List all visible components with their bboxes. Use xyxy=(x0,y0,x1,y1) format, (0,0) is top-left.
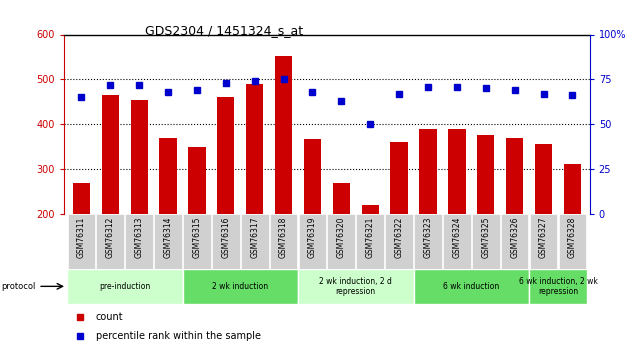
Text: GSM76312: GSM76312 xyxy=(106,217,115,258)
Bar xyxy=(131,99,148,214)
Bar xyxy=(217,97,235,214)
Bar xyxy=(529,214,558,269)
Text: 2 wk induction: 2 wk induction xyxy=(212,282,269,291)
Bar xyxy=(275,56,292,214)
Bar xyxy=(102,95,119,214)
Text: GSM76316: GSM76316 xyxy=(221,217,230,258)
Text: GSM76325: GSM76325 xyxy=(481,217,490,258)
Bar xyxy=(246,84,263,214)
Bar xyxy=(472,214,499,269)
Bar xyxy=(563,164,581,214)
Bar xyxy=(298,269,413,304)
Bar xyxy=(506,138,523,214)
Bar xyxy=(333,183,350,214)
Text: GSM76326: GSM76326 xyxy=(510,217,519,258)
Bar xyxy=(477,136,494,214)
Text: GSM76313: GSM76313 xyxy=(135,217,144,258)
Text: GSM76317: GSM76317 xyxy=(250,217,259,258)
Bar xyxy=(414,214,442,269)
Bar xyxy=(299,214,326,269)
Text: pre-induction: pre-induction xyxy=(99,282,151,291)
Text: GSM76323: GSM76323 xyxy=(424,217,433,258)
Bar xyxy=(558,214,587,269)
Text: 6 wk induction, 2 wk
repression: 6 wk induction, 2 wk repression xyxy=(519,277,597,296)
Bar xyxy=(443,214,470,269)
Text: count: count xyxy=(96,313,123,322)
Bar xyxy=(160,138,177,214)
Bar xyxy=(270,214,297,269)
Bar xyxy=(390,142,408,214)
Bar xyxy=(529,269,587,304)
Text: GSM76328: GSM76328 xyxy=(568,217,577,258)
Text: GSM76318: GSM76318 xyxy=(279,217,288,258)
Bar xyxy=(67,214,96,269)
Text: GSM76315: GSM76315 xyxy=(192,217,201,258)
Bar xyxy=(385,214,413,269)
Text: GSM76322: GSM76322 xyxy=(395,217,404,258)
Text: GSM76314: GSM76314 xyxy=(163,217,172,258)
Bar xyxy=(448,129,465,214)
Bar xyxy=(356,214,384,269)
Bar xyxy=(154,214,182,269)
Text: 6 wk induction: 6 wk induction xyxy=(443,282,499,291)
Bar xyxy=(413,269,529,304)
Bar xyxy=(535,144,552,214)
Text: GSM76327: GSM76327 xyxy=(539,217,548,258)
Text: GSM76311: GSM76311 xyxy=(77,217,86,258)
Text: GSM76324: GSM76324 xyxy=(453,217,462,258)
Bar xyxy=(126,214,153,269)
Text: GSM76319: GSM76319 xyxy=(308,217,317,258)
Bar xyxy=(96,214,124,269)
Bar xyxy=(212,214,240,269)
Bar xyxy=(188,147,206,214)
Bar xyxy=(304,139,321,214)
Bar xyxy=(328,214,355,269)
Bar xyxy=(419,129,437,214)
Bar xyxy=(183,269,298,304)
Bar xyxy=(501,214,528,269)
Bar xyxy=(241,214,269,269)
Bar xyxy=(362,205,379,214)
Bar xyxy=(67,269,183,304)
Bar xyxy=(183,214,211,269)
Text: protocol: protocol xyxy=(1,282,35,291)
Text: GSM76320: GSM76320 xyxy=(337,217,346,258)
Text: GSM76321: GSM76321 xyxy=(366,217,375,258)
Bar xyxy=(73,183,90,214)
Text: GDS2304 / 1451324_s_at: GDS2304 / 1451324_s_at xyxy=(146,24,303,37)
Text: 2 wk induction, 2 d
repression: 2 wk induction, 2 d repression xyxy=(319,277,392,296)
Text: percentile rank within the sample: percentile rank within the sample xyxy=(96,332,261,341)
